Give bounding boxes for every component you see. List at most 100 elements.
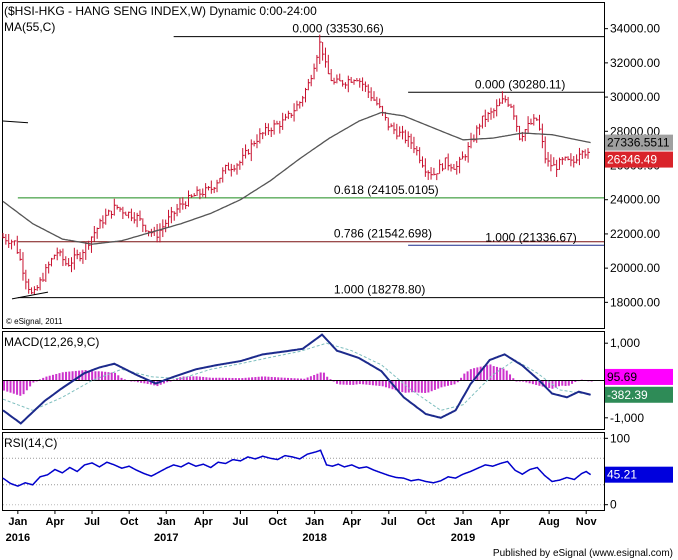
macd-hist-bar-140 [460,377,463,381]
trend-stub-lower [11,291,49,300]
macd-hist-bar-18 [61,372,64,381]
rsi-value-tag-bg [605,466,673,483]
macd-hist-bar-85 [280,377,283,381]
macd-hist-bar-27 [91,371,94,381]
xtick-label-7: Oct [268,516,287,528]
xtick-label-4: Jan [157,516,176,528]
macd-hist-bar-105 [345,380,348,385]
macd-hist-bar-2 [9,380,12,393]
macd-hist-bar-6 [22,380,25,395]
last-value-tags: 27336.5511 26346.49 95.69 -382.39 45.21 [605,134,673,483]
macd-hist-bar-95 [313,374,316,381]
macd-hist-bar-1 [6,380,9,392]
macd-hist-bar-160 [525,380,528,383]
macd-hist-bar-153 [502,368,505,381]
ma-label: MA(55,C) [4,20,55,34]
macd-hist-bar-122 [401,380,404,393]
esignal-watermark: © eSignal, 2011 [6,317,63,326]
macd-hist-bar-77 [254,377,257,381]
trend-stub-upper [2,120,29,124]
macd-hist-bar-138 [453,380,456,385]
macd-hist-bar-53 [176,378,179,381]
chart-title: ($HSI-HKG - HANG SENG INDEX,W) Dynamic 0… [4,4,317,18]
macd-hist-bar-154 [505,370,508,381]
xtick-label-14: Aug [538,516,559,528]
macd-hist-bar-107 [352,380,355,385]
fibonacci-levels: 0.000 (33530.66) 0.000 (30280.11) 0.618 (2… [17,22,604,299]
macd-hist-bar-108 [355,380,358,385]
year-label-2: 2018 [302,532,326,544]
xtick-label-1: Apr [45,516,65,528]
macd-hist-bar-87 [287,377,290,381]
macd-hist-bar-143 [469,369,472,381]
macd-y-axis: 1,000 -1,000 [604,336,644,425]
macd-hist-bar-62 [205,377,208,381]
macd-hist-bar-97 [319,372,322,381]
macd-hist-bar-54 [179,377,182,381]
xtick-label-5: Apr [194,516,214,528]
fib-label-0: 0.000 (33530.66) [292,22,383,36]
macd-hist-bar-28 [94,371,97,381]
macd-hist-bar-30 [100,371,103,381]
price-ytick-label-2: 30000.00 [610,90,660,104]
macd-hist-bar-125 [411,380,414,393]
macd-hist-bar-111 [365,380,368,385]
last-price-tag-bg [605,151,673,168]
year-label-1: 2017 [154,532,178,544]
macd-hist-bar-121 [398,380,401,392]
macd-hist-bar-116 [381,380,384,387]
macd-hist-bar-170 [557,380,560,387]
macd-hist-bar-123 [404,380,407,393]
macd-hist-bar-60 [198,376,201,381]
macd-hist-bar-149 [489,364,492,381]
macd-hist-bar-42 [140,380,143,383]
macd-hist-bar-117 [384,380,387,388]
macd-hist-bar-3 [12,380,15,394]
macd-hist-bar-171 [561,380,564,386]
macd-hist-bar-61 [202,376,205,381]
macd-hist-bar-156 [512,378,515,381]
macd-hist-bar-132 [433,380,436,390]
macd-hist-bar-64 [211,377,214,381]
macd-hist-bar-101 [332,380,335,382]
macd-hist-bar-79 [260,376,263,381]
macd-hist-bar-141 [463,373,466,381]
xtick-label-3: Oct [120,516,139,528]
xtick-label-2: Jul [84,516,100,528]
xtick-label-6: Jul [232,516,248,528]
macd-hist-bar-37 [123,379,126,381]
fib-label-4: 1.000 (21336.67) [485,230,576,244]
price-ytick-label-5: 24000.00 [610,193,660,207]
macd-hist-bar-167 [548,380,551,389]
macd-hist-bar-71 [234,378,237,381]
macd-hist-bar-144 [473,368,476,381]
macd-hist-bar-50 [166,380,169,383]
price-ytick-label-0: 34000.00 [610,22,660,36]
macd-hist-bar-72 [238,378,241,381]
xtick-label-11: Oct [417,516,436,528]
macd-hist-bar-102 [335,380,338,384]
fib-label-5: 1.000 (18278.80) [334,283,425,297]
macd-hist-bar-33 [110,372,113,381]
macd-hist-bar-8 [29,380,32,387]
macd-hist-bar-131 [430,380,433,392]
macd-hist-bar-75 [247,377,250,381]
macd-hist-bar-113 [371,380,374,386]
macd-hist-bar-11 [38,379,41,381]
macd-hist-bar-5 [19,380,22,396]
macd-hist-bar-139 [456,380,459,383]
xtick-label-12: Jan [454,516,473,528]
macd-hist-bar-129 [424,380,427,393]
macd-hist-bar-26 [87,370,90,381]
macd-hist-bar-84 [277,377,280,381]
macd-ytick-label-1: -1,000 [610,411,644,425]
macd-hist-bar-58 [192,376,195,381]
macd-hist-bar-12 [42,377,45,381]
rsi-line [2,449,592,487]
macd-hist-bar-14 [48,375,51,381]
year-label-0: 2016 [6,532,30,544]
xtick-label-15: Nov [576,516,598,528]
macd-hist-bar-80 [264,376,267,381]
price-ytick-label-6: 22000.00 [610,227,660,241]
rsi-guide-lines [3,437,604,506]
